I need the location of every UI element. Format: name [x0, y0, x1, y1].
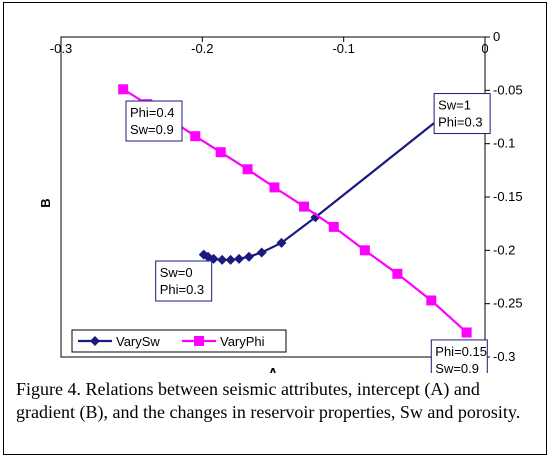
annotation-box: Sw=1 Phi=0.3: [433, 93, 491, 135]
annotation-text: Sw=0: [160, 265, 193, 280]
annotation-frame: [433, 93, 491, 135]
annotation-box: Sw=0 Phi=0.3: [155, 260, 213, 302]
annotation-frame: [155, 260, 213, 302]
data-point: [242, 164, 253, 175]
annotation-text: Phi=0.15: [435, 344, 487, 359]
y-axis: 0 -0.05 -0.1 -0.15 -0.2 -0.25 -0.3: [485, 29, 523, 364]
legend-label: VarySw: [116, 334, 160, 349]
data-point: [461, 327, 472, 338]
data-point: [243, 251, 254, 262]
data-point: [359, 245, 370, 256]
data-point: [299, 201, 310, 212]
y-tick-label: -0.1: [493, 136, 515, 151]
legend-marker: [90, 336, 100, 346]
data-point: [269, 182, 280, 193]
y-axis-title: B: [38, 198, 53, 207]
data-point: [328, 221, 339, 232]
annotation-box: Phi=0.4 Sw=0.9: [125, 100, 183, 142]
annotation-text: Phi=0.3: [160, 282, 204, 297]
x-axis-title: A: [268, 365, 278, 373]
data-point: [256, 247, 267, 258]
annotation-layer: Phi=0.4 Sw=0.9 Sw=1 Phi=0.3 Sw=0 Phi=0.3 Phi=0…: [125, 93, 491, 373]
annotation-text: Sw=0.9: [130, 122, 174, 137]
annotation-text: Sw=1: [438, 98, 471, 113]
legend-entry: VaryPhi: [182, 334, 265, 349]
figure-frame: A B -0.3 -0.2 -0.1 0 0 -0.05 -0.1 -0.15 -0.2 -0.…: [3, 2, 547, 455]
data-point: [234, 253, 245, 264]
data-point: [190, 131, 201, 142]
annotation-box: Phi=0.15 Sw=0.9: [430, 339, 488, 373]
scatter-chart: A B -0.3 -0.2 -0.1 0 0-0.05-0.1-0.15-0.2-0.…: [38, 29, 523, 373]
y-tick-label: -0.15: [493, 189, 523, 204]
legend-frame: [71, 329, 287, 353]
figure-caption: Figure 4. Relations between seismic attr…: [16, 379, 521, 422]
legend-marker: [194, 336, 204, 346]
legend-entry: VarySw: [78, 334, 160, 349]
data-point: [392, 268, 403, 279]
y-tick-label: -0.2: [493, 242, 515, 257]
data-point: [118, 84, 129, 95]
x-tick-label: -0.2: [191, 41, 213, 56]
annotation-frame: [430, 339, 488, 373]
annotation-frame: [125, 100, 183, 142]
plot-area: [60, 36, 486, 358]
annotation-text: Phi=0.3: [438, 115, 482, 130]
y-tick-label: -0.05: [493, 82, 523, 97]
data-point: [276, 237, 287, 248]
x-axis: -0.3 -0.2 -0.1 0: [50, 36, 489, 56]
data-point: [215, 147, 226, 158]
y-tick-label: 0: [493, 29, 500, 44]
x-tick-label: -0.3: [50, 41, 72, 56]
annotation-text: Sw=0.9: [435, 361, 479, 373]
x-tick-label: -0.1: [332, 41, 354, 56]
y-tick-label: -0.25: [493, 296, 523, 311]
legend-label: VaryPhi: [220, 334, 265, 349]
y-tick-label: -0.3: [493, 349, 515, 364]
legend: VarySw VaryPhi: [71, 329, 287, 353]
data-point: [426, 295, 437, 306]
x-tick-label: 0: [481, 41, 488, 56]
annotation-text: Phi=0.4: [130, 105, 174, 120]
